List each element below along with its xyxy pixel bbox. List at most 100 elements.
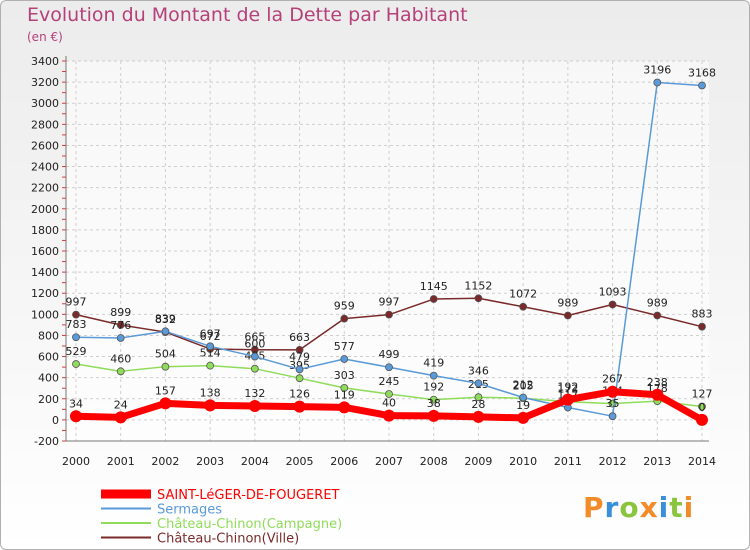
x-tick-label: 2012 [599,455,627,468]
data-point [206,342,215,351]
data-label: 997 [66,296,87,309]
data-point [116,334,125,342]
logo-letter: x [639,491,659,524]
data-label: 460 [110,352,131,365]
data-label: 989 [647,296,668,309]
data-point [651,388,664,401]
data-point [295,365,304,374]
data-label: 832 [155,313,176,326]
data-point [608,412,617,421]
y-tick-label: 3400 [31,55,59,68]
data-label: 132 [244,387,265,400]
data-label: 1093 [599,286,627,299]
data-point [429,295,438,303]
y-tick-label: 2200 [31,182,59,195]
data-point [72,333,80,342]
x-tick-label: 2003 [196,455,224,468]
data-label: 697 [200,327,221,340]
data-point [606,385,619,398]
logo-letter: o [619,491,640,524]
data-point [385,390,393,398]
data-label: 138 [200,386,221,399]
data-label: 504 [155,348,176,361]
data-point [561,393,574,406]
data-label: 0 [699,401,706,414]
y-tick-label: 1200 [31,287,59,300]
legend-label: Château-Chinon(Campagne) [157,517,342,532]
data-point [340,314,349,323]
y-tick-label: 3000 [31,97,59,110]
data-label: 35 [606,397,620,410]
x-tick-label: 2010 [509,455,537,468]
data-label: 783 [66,318,87,331]
y-tick-label: 200 [38,393,59,406]
data-point [517,411,530,424]
data-point [696,413,708,426]
data-label: 419 [423,357,444,370]
x-tick-label: 2011 [554,455,582,468]
y-tick-label: 1600 [31,245,59,258]
data-label: 479 [289,350,310,363]
y-tick-label: 2400 [31,161,59,174]
x-tick-label: 2009 [464,455,492,468]
data-point [250,352,259,361]
logo-letter: r [604,491,620,524]
data-label: 238 [647,376,668,389]
logo-letter: i [683,491,695,524]
data-label: 1152 [464,279,492,292]
data-point [250,364,259,373]
data-point [698,402,706,411]
data-point [563,311,572,320]
data-point [385,310,393,319]
data-point [698,81,706,90]
data-label: 997 [379,296,400,309]
logo-letter: i [658,491,670,524]
y-tick-label: 2800 [31,118,59,131]
data-label: 19 [516,399,530,412]
data-point [472,410,485,423]
y-tick-label: 1800 [31,224,59,237]
data-point [295,374,304,383]
data-label: 192 [423,381,444,394]
x-tick-label: 2006 [330,455,358,468]
data-point [159,397,172,410]
data-point [474,294,483,303]
logo-letter: P [583,491,605,524]
x-tick-label: 2002 [151,455,179,468]
data-label: 514 [200,347,221,360]
y-tick-label: 600 [38,351,59,364]
data-point [427,409,440,422]
data-label: 303 [334,369,355,382]
legend-label: Sermages [157,503,222,518]
data-label: 3196 [643,64,671,77]
unit-label: (en €) [27,30,63,44]
y-tick-label: 0 [52,414,59,427]
data-label: 663 [289,331,310,344]
proxiti-logo: Proxiti [583,491,694,524]
y-tick-label: 3200 [31,76,59,89]
data-point [161,327,170,336]
data-point [608,300,617,309]
data-point [519,393,528,402]
data-label: 899 [110,306,131,319]
data-label: 28 [471,398,485,411]
data-label: 34 [69,397,83,410]
data-point [519,302,528,311]
data-label: 40 [382,397,396,410]
data-label: 499 [379,348,400,361]
data-label: 600 [244,338,265,351]
data-label: 959 [334,300,355,313]
data-label: 245 [379,375,400,388]
data-label: 157 [155,384,176,397]
data-label: 172 [557,383,578,396]
x-tick-label: 2014 [688,455,716,468]
data-point [295,346,304,354]
data-point [72,360,80,368]
data-label: 776 [110,319,131,332]
data-point [70,410,82,423]
data-point [429,395,438,404]
data-label: 529 [66,345,87,358]
x-tick-label: 2004 [241,455,269,468]
data-point [161,362,170,371]
data-label: 267 [602,373,623,386]
